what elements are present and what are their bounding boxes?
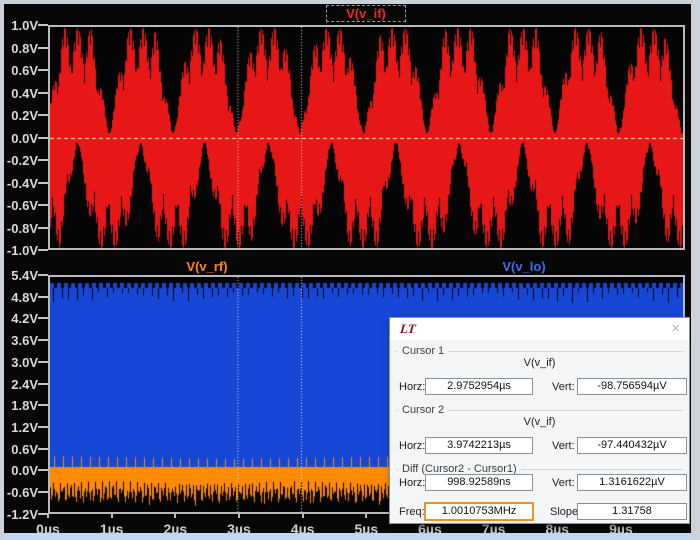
y-tick-label: 0.2V	[4, 108, 38, 123]
y-tick-label: -0.6V	[4, 198, 38, 213]
y-tick-label: 1.8V	[4, 398, 38, 413]
lt-logo-icon: LT	[399, 321, 416, 337]
dialog-titlebar[interactable]: LT ×	[390, 318, 689, 340]
y-tick-mark	[38, 491, 48, 493]
cursor2-group-label: Cursor 2	[398, 404, 448, 416]
y-tick-mark	[38, 339, 48, 341]
y-tick-label: 4.2V	[4, 311, 38, 326]
cursor2-vert-label: Vert:	[552, 440, 575, 452]
y-tick-mark	[38, 114, 48, 116]
trace-label-v-if[interactable]: V(v_if)	[326, 5, 406, 22]
close-icon[interactable]: ×	[671, 320, 680, 337]
y-tick-label: 0.6V	[4, 442, 38, 457]
y-tick-label: 3.0V	[4, 355, 38, 370]
cursor1-vert-field[interactable]: -98.756594µV	[577, 378, 687, 395]
y-tick-mark	[38, 274, 48, 276]
trace-label-v-rf[interactable]: V(v_rf)	[164, 259, 250, 274]
y-tick-label: 1.0V	[4, 18, 38, 33]
y-tick-mark	[38, 296, 48, 298]
y-tick-label: -0.8V	[4, 221, 38, 236]
x-tick-mark	[174, 513, 176, 518]
y-tick-mark	[38, 182, 48, 184]
y-tick-mark	[38, 24, 48, 26]
y-tick-label: 5.4V	[4, 268, 38, 283]
y-tick-mark	[38, 227, 48, 229]
y-tick-label: 0.0V	[4, 131, 38, 146]
y-tick-mark	[38, 426, 48, 428]
cursor1-trace-name: V(v_if)	[390, 357, 689, 369]
y-tick-mark	[38, 404, 48, 406]
x-tick-mark	[302, 513, 304, 518]
cursor2-horz-label: Horz:	[399, 440, 425, 452]
y-tick-mark	[38, 361, 48, 363]
y-tick-label: -0.6V	[4, 485, 38, 500]
y-tick-label: 4.8V	[4, 290, 38, 305]
freq-field[interactable]: 1.0010753MHz	[424, 502, 534, 521]
freq-label: Freq:	[399, 506, 425, 518]
diff-group: Diff (Cursor2 - Cursor1)	[396, 469, 683, 470]
y-tick-label: 0.6V	[4, 63, 38, 78]
y-tick-label: -0.2V	[4, 153, 38, 168]
cursor-dialog: LT × Cursor 1 V(v_if) Horz: 2.9752954µs …	[389, 317, 690, 524]
y-tick-mark	[38, 159, 48, 161]
cursor2-vert-field[interactable]: -97.440432µV	[577, 437, 687, 454]
y-tick-label: 2.4V	[4, 377, 38, 392]
diff-vert-label: Vert:	[552, 477, 575, 489]
y-tick-mark	[38, 317, 48, 319]
y-tick-mark	[38, 92, 48, 94]
y-tick-label: 1.2V	[4, 420, 38, 435]
y-tick-mark	[38, 204, 48, 206]
cursor1-horz-label: Horz:	[399, 381, 425, 393]
y-tick-mark	[38, 448, 48, 450]
cursor2-trace-name: V(v_if)	[390, 416, 689, 428]
y-tick-label: 0.0V	[4, 463, 38, 478]
if-pane	[48, 25, 685, 250]
cursor1-vert-label: Vert:	[552, 381, 575, 393]
diff-horz-field[interactable]: 998.92589ns	[425, 474, 533, 491]
x-tick-mark	[365, 513, 367, 518]
x-tick-mark	[238, 513, 240, 518]
if-waveform-canvas[interactable]	[50, 27, 683, 248]
x-tick-mark	[111, 513, 113, 518]
y-tick-mark	[38, 47, 48, 49]
cursor2-group: Cursor 2	[396, 410, 683, 411]
y-tick-label: 3.6V	[4, 333, 38, 348]
cursor1-horz-field[interactable]: 2.9752954µs	[425, 378, 533, 395]
y-tick-label: -1.0V	[4, 243, 38, 258]
trace-label-v-lo[interactable]: V(v_lo)	[481, 259, 567, 274]
y-tick-mark	[38, 383, 48, 385]
diff-horz-label: Horz:	[399, 477, 425, 489]
cursor2-horz-field[interactable]: 3.9742213µs	[425, 437, 533, 454]
diff-vert-field[interactable]: 1.3161622µV	[577, 474, 687, 491]
cursor1-group: Cursor 1	[396, 351, 683, 352]
y-tick-mark	[38, 469, 48, 471]
y-tick-label: -0.4V	[4, 176, 38, 191]
y-tick-mark	[38, 137, 48, 139]
window-bottom-strip	[4, 533, 691, 540]
y-tick-mark	[38, 69, 48, 71]
ltspice-window: V(v_if) 1.0V 0.8V 0.6V 0.4V 0.2V 0.0V -0.2V -0.…	[0, 0, 700, 540]
y-tick-mark	[38, 249, 48, 251]
y-tick-label: 0.4V	[4, 86, 38, 101]
y-tick-label: 0.8V	[4, 41, 38, 56]
slope-field[interactable]: 1.31758	[577, 503, 687, 520]
x-tick-mark	[47, 513, 49, 518]
y-tick-label: -1.2V	[4, 507, 38, 522]
cursor1-group-label: Cursor 1	[398, 345, 448, 357]
